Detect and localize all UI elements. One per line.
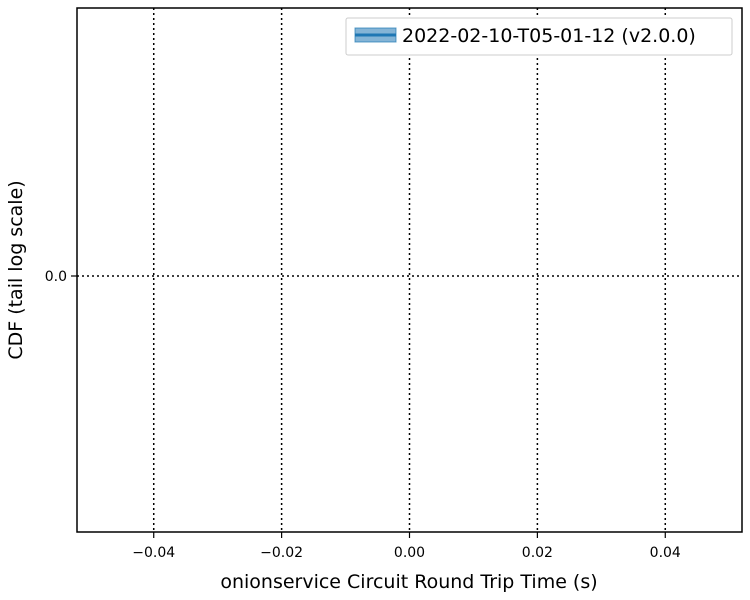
y-axis-label: CDF (tail log scale) (5, 180, 27, 359)
x-tick-label: −0.02 (260, 545, 303, 561)
x-tick-label: 0.00 (394, 545, 425, 561)
x-axis-label: onionservice Circuit Round Trip Time (s) (220, 571, 597, 593)
legend: 2022-02-10-T05-01-12 (v2.0.0) (345, 17, 733, 56)
x-tick-label: 0.02 (522, 545, 553, 561)
x-tick-label: −0.04 (132, 545, 175, 561)
legend-entry-label: 2022-02-10-T05-01-12 (v2.0.0) (402, 25, 696, 47)
x-tick-label: 0.04 (650, 545, 681, 561)
y-tick-label: 0.0 (45, 269, 67, 285)
y-axis-ticks: 0.0 (45, 269, 77, 285)
grid-lines (77, 8, 742, 532)
legend-box (345, 17, 733, 56)
x-axis-ticks: −0.04 −0.02 0.00 0.02 0.04 (132, 532, 681, 561)
